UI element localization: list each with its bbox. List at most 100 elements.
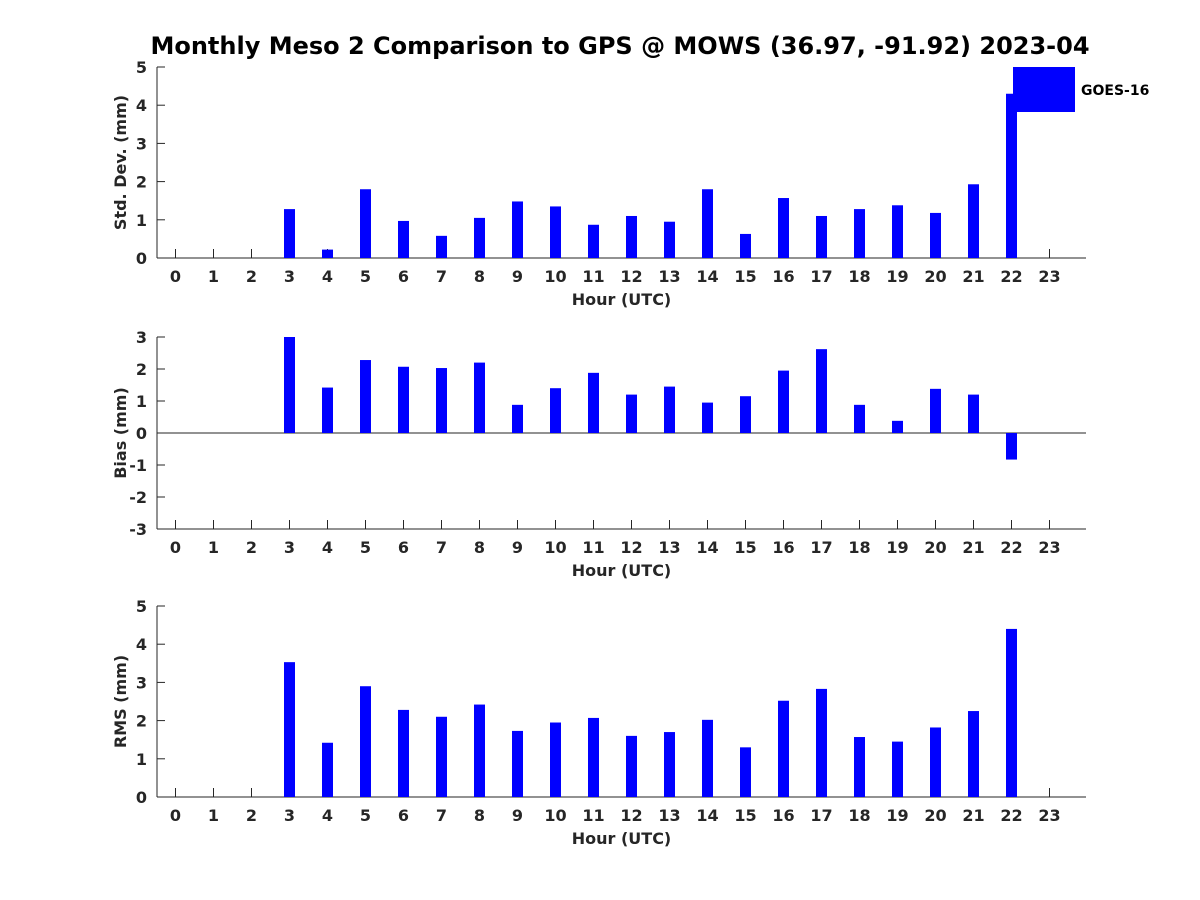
x-tick-label: 20 [924,267,946,286]
legend-label: GOES-16 [1081,83,1149,99]
x-tick-label: 21 [962,806,984,825]
x-tick-label: 15 [734,267,756,286]
x-tick-label: 6 [398,538,409,557]
y-tick-label: 1 [136,750,147,769]
bar-hour-5 [360,189,371,258]
bar-hour-12 [626,735,637,797]
bar-hour-18 [854,404,865,433]
x-tick-label: 16 [772,267,794,286]
bar-hour-6 [398,366,409,433]
x-tick-label: 3 [284,267,295,286]
x-axis-label: Hour (UTC) [572,829,672,848]
x-tick-label: 6 [398,267,409,286]
bar-hour-5 [360,360,371,433]
x-tick-label: 20 [924,538,946,557]
x-tick-label: 11 [582,267,604,286]
bar-hour-15 [740,747,751,797]
bar-hour-9 [512,201,523,258]
bar-hour-17 [816,215,827,258]
y-tick-label: 4 [136,96,147,115]
bar-hour-20 [930,727,941,797]
y-tick-label: 3 [136,134,147,153]
bar-hour-12 [626,394,637,433]
bar-hour-8 [474,704,485,797]
x-tick-label: 4 [322,538,333,557]
y-tick-label: 0 [136,788,147,807]
x-tick-label: 1 [208,538,219,557]
x-tick-label: 22 [1000,267,1022,286]
x-tick-label: 9 [512,267,523,286]
chart-title: Monthly Meso 2 Comparison to GPS @ MOWS … [150,32,1089,60]
bar-hour-6 [398,220,409,258]
x-tick-label: 17 [810,267,832,286]
bar-hour-17 [816,349,827,433]
x-tick-label: 3 [284,538,295,557]
x-tick-label: 8 [474,267,485,286]
bar-hour-7 [436,368,447,433]
x-tick-label: 19 [886,267,908,286]
x-tick-label: 11 [582,806,604,825]
y-axis-label: Std. Dev. (mm) [111,95,130,230]
x-axis-label: Hour (UTC) [572,290,672,309]
x-tick-label: 12 [620,267,642,286]
bar-hour-19 [892,420,903,433]
x-tick-label: 2 [246,538,257,557]
legend-swatch [1013,67,1075,112]
x-tick-label: 5 [360,806,371,825]
x-tick-label: 7 [436,806,447,825]
bar-hour-19 [892,741,903,797]
y-tick-label: 2 [136,360,147,379]
y-tick-label: 0 [136,424,147,443]
y-tick-label: 4 [136,635,147,654]
x-tick-label: 17 [810,538,832,557]
y-tick-label: -2 [129,488,147,507]
bar-hour-16 [778,700,789,797]
x-tick-label: 8 [474,538,485,557]
x-tick-label: 11 [582,538,604,557]
bar-hour-13 [664,386,675,433]
legend: GOES-16 [1013,67,1149,112]
y-tick-label: 5 [136,58,147,77]
bar-hour-8 [474,217,485,258]
y-axis-label: Bias (mm) [111,387,130,479]
bar-hour-22 [1006,93,1017,259]
y-tick-label: 1 [136,392,147,411]
y-tick-label: 1 [136,211,147,230]
y-tick-label: -1 [129,456,147,475]
bar-hour-10 [550,206,561,258]
bar-hour-13 [664,221,675,258]
x-tick-label: 15 [734,806,756,825]
bar-hour-11 [588,224,599,258]
bar-hour-21 [968,711,979,797]
x-tick-label: 12 [620,806,642,825]
x-tick-label: 5 [360,538,371,557]
bar-hour-3 [284,337,295,433]
x-tick-label: 1 [208,267,219,286]
x-tick-label: 14 [696,267,718,286]
x-axis-label: Hour (UTC) [572,561,672,580]
bar-hour-11 [588,717,599,797]
bar-hour-18 [854,737,865,797]
bar-hour-6 [398,709,409,797]
x-tick-label: 0 [170,806,181,825]
y-tick-label: 2 [136,712,147,731]
x-tick-label: 21 [962,538,984,557]
x-tick-label: 8 [474,806,485,825]
bar-hour-16 [778,198,789,258]
x-tick-label: 6 [398,806,409,825]
bar-hour-15 [740,233,751,258]
x-tick-label: 19 [886,806,908,825]
x-tick-label: 10 [544,806,566,825]
bar-hour-5 [360,686,371,797]
bar-hour-16 [778,370,789,433]
bar-hour-3 [284,209,295,258]
bar-hour-3 [284,662,295,797]
x-tick-label: 23 [1038,806,1060,825]
x-tick-label: 19 [886,538,908,557]
bar-hour-22 [1006,628,1017,797]
x-tick-label: 5 [360,267,371,286]
bar-hour-10 [550,388,561,433]
x-tick-label: 7 [436,538,447,557]
x-tick-label: 2 [246,267,257,286]
